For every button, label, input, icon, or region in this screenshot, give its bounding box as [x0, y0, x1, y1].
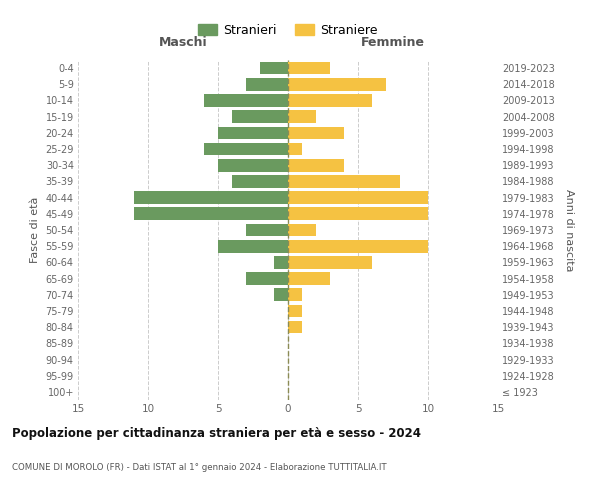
- Bar: [288, 78, 386, 90]
- Bar: [288, 321, 302, 334]
- Legend: Stranieri, Straniere: Stranieri, Straniere: [193, 18, 383, 42]
- Bar: [246, 224, 288, 236]
- Text: COMUNE DI MOROLO (FR) - Dati ISTAT al 1° gennaio 2024 - Elaborazione TUTTITALIA.: COMUNE DI MOROLO (FR) - Dati ISTAT al 1°…: [12, 462, 386, 471]
- Bar: [218, 159, 288, 172]
- Bar: [218, 126, 288, 139]
- Bar: [134, 192, 288, 204]
- Bar: [288, 175, 400, 188]
- Text: Maschi: Maschi: [158, 36, 208, 49]
- Bar: [288, 192, 428, 204]
- Bar: [204, 142, 288, 156]
- Bar: [288, 159, 344, 172]
- Bar: [246, 78, 288, 90]
- Bar: [288, 126, 344, 139]
- Bar: [288, 288, 302, 301]
- Y-axis label: Anni di nascita: Anni di nascita: [565, 188, 574, 271]
- Text: Popolazione per cittadinanza straniera per età e sesso - 2024: Popolazione per cittadinanza straniera p…: [12, 428, 421, 440]
- Bar: [246, 272, 288, 285]
- Y-axis label: Fasce di età: Fasce di età: [30, 197, 40, 263]
- Bar: [288, 224, 316, 236]
- Bar: [288, 256, 372, 268]
- Bar: [274, 288, 288, 301]
- Bar: [274, 256, 288, 268]
- Bar: [232, 175, 288, 188]
- Bar: [288, 94, 372, 107]
- Bar: [288, 110, 316, 123]
- Bar: [288, 240, 428, 252]
- Bar: [134, 208, 288, 220]
- Bar: [232, 110, 288, 123]
- Bar: [204, 94, 288, 107]
- Bar: [288, 142, 302, 156]
- Bar: [288, 304, 302, 318]
- Bar: [288, 208, 428, 220]
- Bar: [260, 62, 288, 74]
- Bar: [288, 272, 330, 285]
- Bar: [218, 240, 288, 252]
- Text: Femmine: Femmine: [361, 36, 425, 49]
- Bar: [288, 62, 330, 74]
